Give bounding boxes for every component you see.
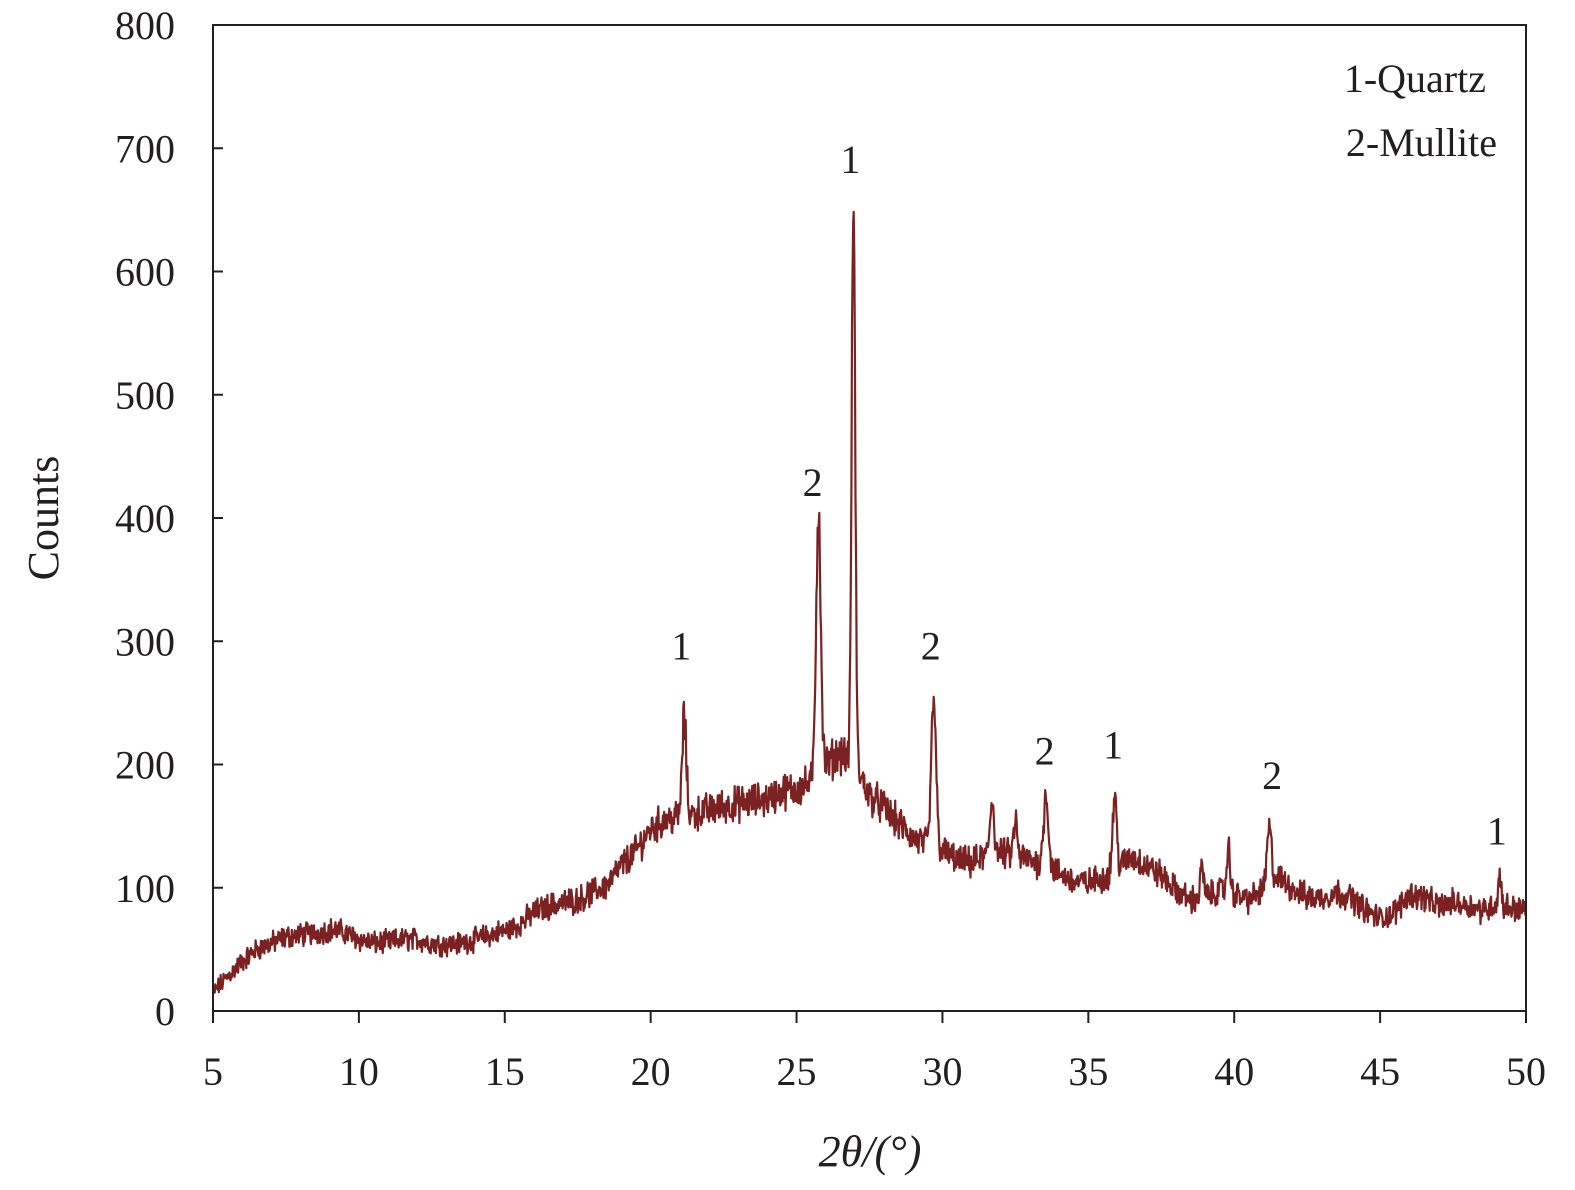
y-tick-label: 600 [115,250,175,295]
peak-label: 1 [841,137,861,182]
x-tick-label: 10 [339,1049,379,1094]
y-tick-label: 400 [115,496,175,541]
x-axis-title: 2θ/(°) [819,1127,922,1176]
x-tick-label: 5 [203,1049,223,1094]
y-tick-label: 500 [115,373,175,418]
x-tick-label: 25 [777,1049,817,1094]
x-tick-label: 40 [1214,1049,1254,1094]
y-axis-ticks: 0 100 200 300 400 500 600 700 800 [115,3,223,1034]
x-axis-ticks: 5 10 15 20 25 30 35 40 45 50 [203,1011,1546,1094]
peak-label: 1 [1487,809,1507,854]
x-tick-label: 20 [631,1049,671,1094]
y-tick-label: 700 [115,126,175,171]
x-tick-label: 45 [1360,1049,1400,1094]
peak-labels: 1 2 1 2 2 1 2 1 [671,137,1507,854]
peak-label: 2 [1035,729,1055,774]
plot-frame [212,24,1527,1012]
peak-label: 2 [921,624,941,669]
xrd-pattern-line [211,210,1528,994]
x-tick-label: 15 [485,1049,525,1094]
x-tick-label: 30 [922,1049,962,1094]
peak-label: 1 [1103,722,1123,767]
peak-label: 2 [1262,753,1282,798]
y-tick-label: 0 [155,989,175,1034]
y-axis-title: Counts [19,456,68,581]
y-tick-label: 100 [115,866,175,911]
y-tick-label: 200 [115,743,175,788]
x-tick-label: 50 [1506,1049,1546,1094]
peak-label: 1 [671,624,691,669]
legend-mullite: 2-Mullite [1346,120,1497,165]
y-tick-label: 800 [115,3,175,48]
peak-label: 2 [803,460,823,505]
x-tick-label: 35 [1068,1049,1108,1094]
y-tick-label: 300 [115,619,175,664]
legend-quartz: 1-Quartz [1344,56,1486,101]
